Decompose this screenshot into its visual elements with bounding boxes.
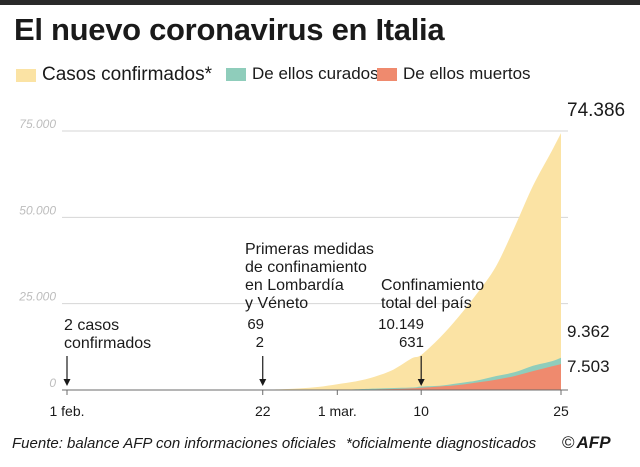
annotation-text: en Lombardía — [245, 277, 344, 294]
afp-logo: © AFP — [562, 433, 611, 453]
legend-swatch-confirmed — [16, 68, 36, 82]
y-tick-label: 25.000 — [18, 290, 56, 304]
y-tick-label: 50.000 — [19, 203, 56, 217]
area-deaths — [67, 364, 561, 390]
x-tick-label: 22 — [255, 403, 271, 419]
annotation-value: 2 — [256, 334, 264, 351]
legend: Casos confirmados* De ellos curados De e… — [16, 64, 636, 88]
annotation-value: 69 — [247, 316, 264, 333]
source-note: Fuente: balance AFP con informaciones of… — [12, 435, 337, 452]
end-value-label: 9.362 — [567, 322, 610, 341]
afp-logo-text: AFP — [576, 433, 611, 452]
annotation-text: 2 casos — [64, 317, 119, 334]
y-tick-label: 0 — [49, 376, 56, 390]
chart-title: El nuevo coronavirus en Italia — [14, 12, 445, 47]
annotation-text: Primeras medidas — [245, 241, 374, 258]
annotation-text: de confinamiento — [245, 259, 367, 276]
annotation-text: total del país — [381, 295, 472, 312]
annotation-arrowhead — [259, 379, 267, 386]
y-tick-label: 75.000 — [19, 117, 56, 131]
legend-item-recovered: De ellos curados — [226, 64, 379, 84]
copyright-symbol: © — [562, 433, 575, 452]
x-tick-label: 25 — [553, 403, 569, 419]
legend-label-confirmed: Casos confirmados* — [42, 64, 213, 85]
footnote: *oficialmente diagnosticados — [346, 435, 537, 452]
legend-label-recovered: De ellos curados — [252, 64, 379, 83]
annotation-value: 10.149 — [378, 316, 424, 333]
x-tick-label: 1 mar. — [318, 403, 357, 419]
top-rule — [0, 0, 640, 5]
annotation-text: Confinamiento — [381, 277, 484, 294]
legend-label-deaths: De ellos muertos — [403, 64, 531, 83]
legend-swatch-deaths — [377, 67, 397, 81]
area-confirmed — [67, 133, 561, 390]
x-tick-label: 10 — [413, 403, 429, 419]
end-value-label: 7.503 — [567, 357, 610, 376]
legend-swatch-recovered — [226, 67, 246, 81]
annotation-text: confirmados — [64, 335, 151, 352]
legend-item-confirmed: Casos confirmados* — [16, 64, 212, 86]
annotation-text: y Véneto — [245, 295, 308, 312]
annotation-arrowhead — [417, 379, 425, 386]
annotation-value: 631 — [399, 334, 424, 351]
legend-item-deaths: De ellos muertos — [377, 64, 531, 84]
x-tick-label: 1 feb. — [49, 403, 84, 419]
end-value-label: 74.386 — [567, 100, 625, 121]
annotation-arrowhead — [63, 379, 71, 386]
